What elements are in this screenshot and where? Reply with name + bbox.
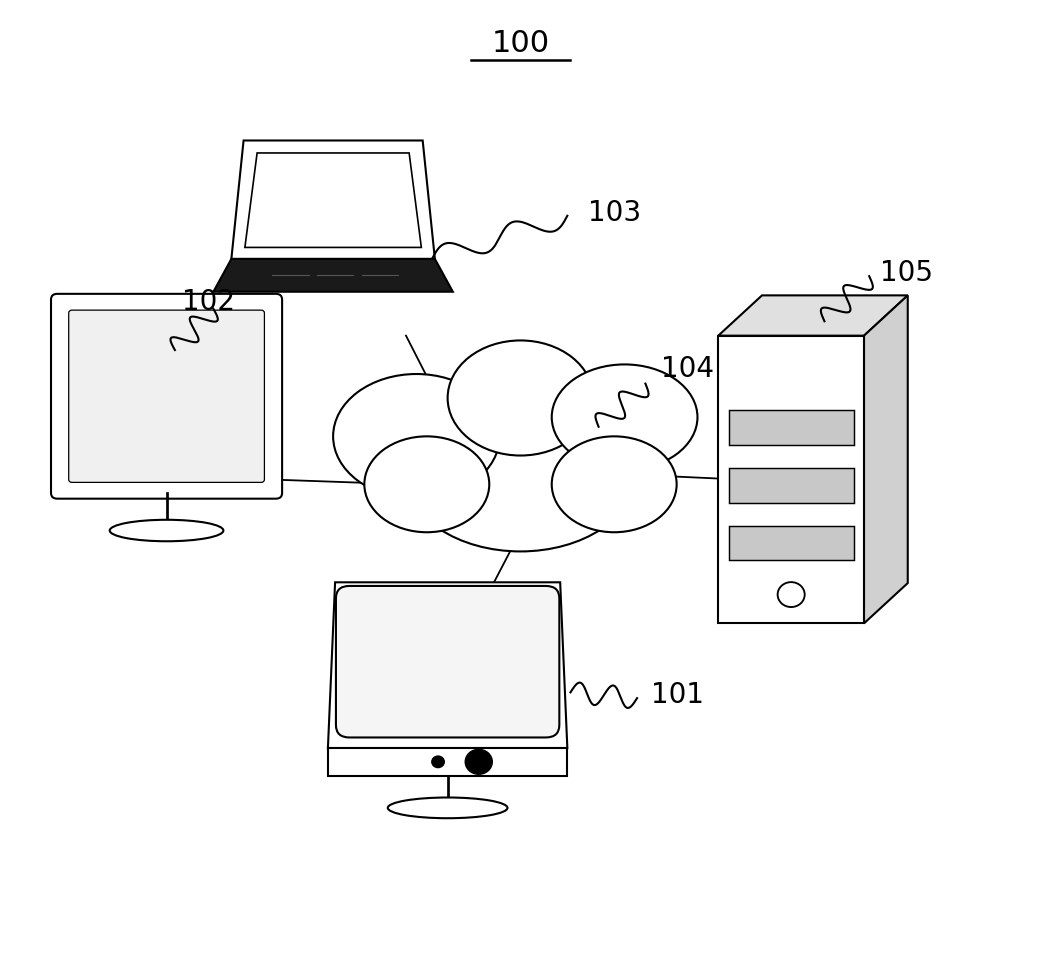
Ellipse shape	[552, 364, 697, 470]
Ellipse shape	[552, 436, 677, 532]
Text: 102: 102	[182, 288, 235, 316]
Polygon shape	[718, 336, 864, 623]
Circle shape	[778, 582, 805, 607]
Ellipse shape	[406, 398, 635, 551]
Ellipse shape	[364, 436, 489, 532]
FancyBboxPatch shape	[69, 310, 264, 482]
Text: 104: 104	[661, 355, 714, 384]
Polygon shape	[245, 152, 422, 247]
Polygon shape	[213, 259, 453, 292]
Polygon shape	[729, 526, 854, 560]
Ellipse shape	[387, 798, 508, 818]
Text: 100: 100	[491, 29, 550, 58]
Text: 103: 103	[588, 199, 641, 227]
Polygon shape	[864, 295, 908, 623]
Polygon shape	[231, 140, 435, 259]
Polygon shape	[729, 410, 854, 445]
Circle shape	[432, 756, 445, 767]
Text: 105: 105	[880, 259, 933, 288]
Polygon shape	[328, 582, 567, 748]
Polygon shape	[328, 748, 567, 776]
Polygon shape	[718, 295, 908, 336]
Polygon shape	[729, 468, 854, 503]
FancyBboxPatch shape	[51, 293, 282, 499]
FancyBboxPatch shape	[336, 586, 559, 737]
Ellipse shape	[109, 520, 224, 541]
Ellipse shape	[333, 374, 500, 499]
Text: 101: 101	[651, 681, 704, 710]
Ellipse shape	[448, 340, 593, 456]
Circle shape	[465, 749, 492, 774]
